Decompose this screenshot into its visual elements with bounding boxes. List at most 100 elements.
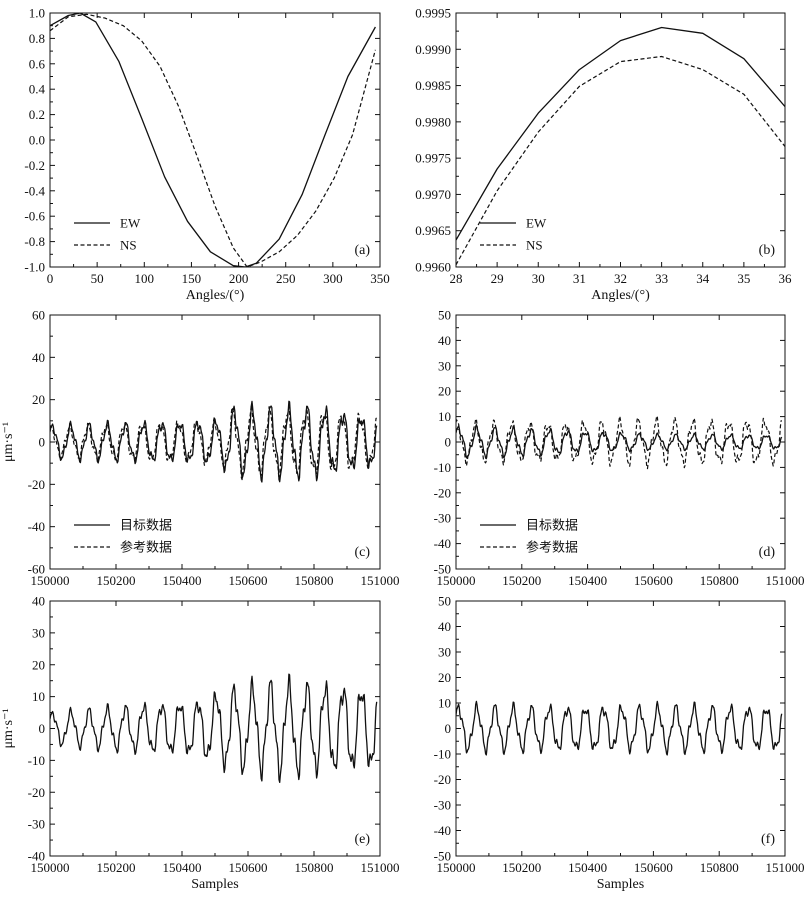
- chart-panel-5: 150000 150200 150400 150600 150800 151000 40 30…: [1, 594, 400, 893]
- y-tick-label: -40: [434, 536, 451, 551]
- x-tick-label: 150800: [295, 573, 334, 588]
- y-tick-label: -0.6: [24, 209, 45, 224]
- x-tick-label: 150600: [634, 573, 673, 588]
- x-tick-label: 50: [91, 271, 104, 286]
- y-tick-label: -30: [28, 817, 45, 832]
- legend-label: NS: [526, 238, 543, 253]
- y-tick-label: 30: [32, 625, 45, 640]
- y-tick-label: 0.8: [29, 31, 45, 46]
- y-tick-label: 0.9995: [415, 6, 451, 21]
- y-tick-label: -1.0: [24, 260, 45, 275]
- y-tick-label: 30: [438, 645, 451, 660]
- y-tick-label: -0.8: [24, 234, 45, 249]
- x-axis-title: Samples: [597, 877, 644, 892]
- y-tick-label: 0.9965: [415, 223, 451, 238]
- y-tick-label: 0: [39, 435, 46, 450]
- series-line-2: [456, 55, 785, 266]
- y-tick-label: -10: [434, 460, 451, 475]
- y-tick-label: 20: [32, 392, 45, 407]
- x-tick-label: 151000: [766, 573, 805, 588]
- y-tick-label: 0.9990: [415, 42, 451, 57]
- x-tick-label: 151000: [766, 860, 805, 875]
- y-tick-label: 0.4: [29, 82, 46, 97]
- chart-panel-1: 0 50 100 150 200 250 300 350 1.0 0.8 0.6 0.4 0.2 0.0 -…: [24, 6, 389, 304]
- y-tick-label: 1.0: [29, 6, 45, 21]
- x-tick-label: 150000: [437, 860, 476, 875]
- y-tick-label: 0.9985: [415, 78, 451, 93]
- chart-panel-6: 150000 150200 150400 150600 150800 151000 50 40…: [434, 594, 805, 893]
- chart-panel-4: 150000 150200 150400 150600 150800 151000 50 40…: [434, 308, 805, 589]
- y-tick-label: 60: [32, 308, 45, 323]
- panel-label: (a): [354, 243, 370, 258]
- x-tick-label: 31: [573, 271, 586, 286]
- series-line-1: [456, 424, 783, 460]
- legend-label: 目标数据: [526, 518, 578, 533]
- y-tick-label: -30: [434, 511, 451, 526]
- y-tick-label: -40: [434, 823, 451, 838]
- x-tick-label: 32: [614, 271, 627, 286]
- y-tick-label: -20: [28, 785, 45, 800]
- y-tick-label: -60: [28, 562, 45, 577]
- legend-label: 参考数据: [120, 540, 172, 555]
- y-tick-label: -50: [434, 562, 451, 577]
- x-tick-label: 350: [370, 271, 390, 286]
- y-tick-label: 0.2: [29, 107, 45, 122]
- y-tick-label: 50: [438, 594, 451, 609]
- y-tick-label: 0.6: [29, 56, 46, 71]
- series-line-1: [50, 13, 376, 267]
- x-tick-label: 150000: [31, 860, 70, 875]
- chart-panel-2: 28 29 30 31 32 33 34 35 36 0.9995 0.9990 0.9985 0.99…: [415, 6, 792, 304]
- y-tick-label: 20: [438, 670, 451, 685]
- series-line-1: [456, 26, 785, 241]
- x-tick-label: 150: [182, 271, 202, 286]
- x-tick-label: 150600: [229, 860, 268, 875]
- y-tick-label: -20: [28, 477, 45, 492]
- y-tick-label: 40: [438, 333, 451, 348]
- x-tick-label: 150200: [97, 573, 136, 588]
- series-line-1: [50, 400, 378, 483]
- x-tick-label: 29: [491, 271, 504, 286]
- x-tick-label: 151000: [361, 573, 400, 588]
- x-tick-label: 250: [276, 271, 296, 286]
- x-tick-label: 150600: [634, 860, 673, 875]
- y-tick-label: 0.0: [29, 133, 45, 148]
- y-tick-label: -0.2: [24, 158, 45, 173]
- y-tick-label: -10: [434, 747, 451, 762]
- y-tick-label: -30: [434, 798, 451, 813]
- legend-label: EW: [526, 216, 547, 231]
- x-tick-label: 150000: [437, 573, 476, 588]
- series-line-1: [456, 700, 783, 756]
- y-tick-label: 0: [445, 721, 452, 736]
- y-tick-label: -50: [434, 849, 451, 864]
- plot-frame: [455, 314, 786, 570]
- x-tick-label: 36: [779, 271, 793, 286]
- y-tick-label: -40: [28, 849, 45, 864]
- x-tick-label: 150200: [502, 573, 541, 588]
- x-tick-label: 33: [655, 271, 668, 286]
- series-line-2: [50, 404, 377, 481]
- panel-label: (f): [761, 832, 775, 847]
- y-tick-label: 0.9975: [415, 151, 451, 166]
- y-tick-label: -20: [434, 772, 451, 787]
- x-tick-label: 0: [47, 271, 54, 286]
- plot-frame: [455, 600, 786, 857]
- x-tick-label: 150200: [502, 860, 541, 875]
- y-tick-label: 0: [445, 435, 452, 450]
- chart-panel-3: 150000 150200 150400 150600 150800 151000 60 40…: [1, 308, 400, 589]
- x-tick-label: 200: [229, 271, 249, 286]
- x-tick-label: 150400: [163, 860, 202, 875]
- plot-frame: [49, 12, 381, 268]
- y-tick-label: 0.9970: [415, 187, 451, 202]
- x-tick-label: 150400: [568, 860, 607, 875]
- y-tick-label: 40: [32, 594, 45, 609]
- y-tick-label: 10: [32, 689, 45, 704]
- y-tick-label: 40: [438, 619, 451, 634]
- x-tick-label: 150200: [97, 860, 136, 875]
- y-axis-title: μm·s⁻¹: [1, 708, 16, 748]
- x-tick-label: 35: [737, 271, 750, 286]
- y-tick-label: 0: [39, 721, 46, 736]
- x-tick-label: 300: [323, 271, 343, 286]
- x-tick-label: 150800: [295, 860, 334, 875]
- y-tick-label: 20: [438, 384, 451, 399]
- x-tick-label: 150400: [568, 573, 607, 588]
